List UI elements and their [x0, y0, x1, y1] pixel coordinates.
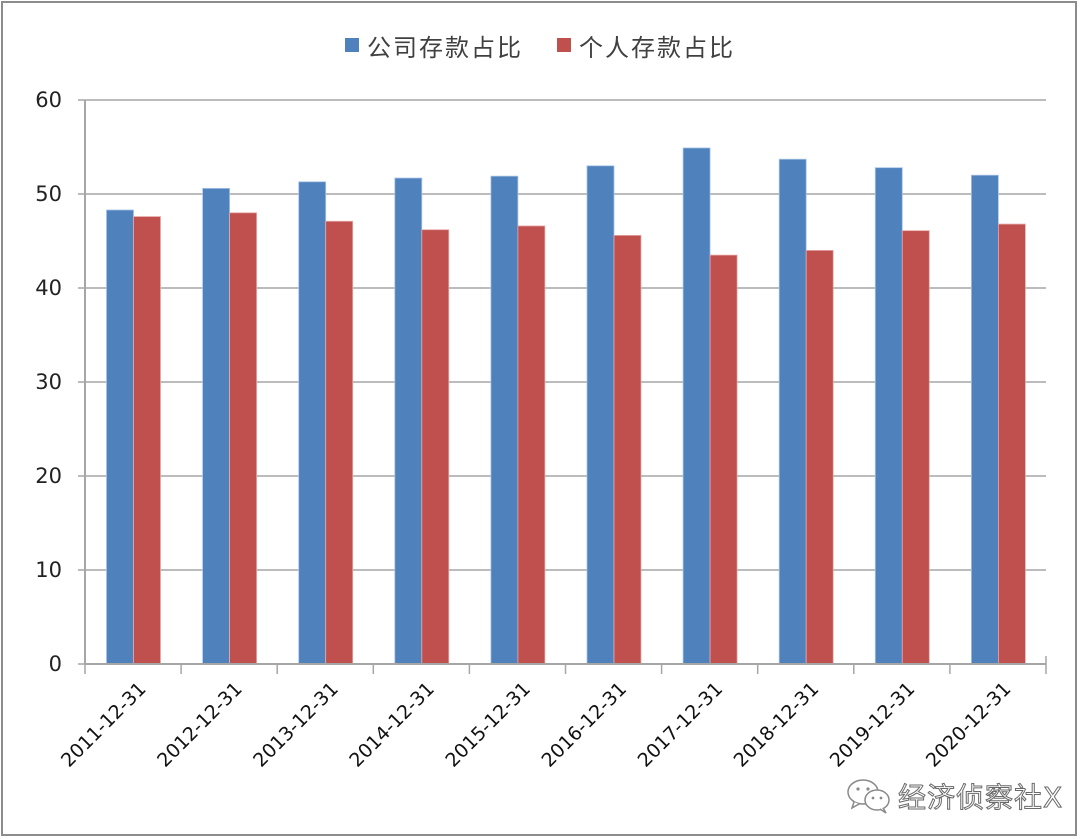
- bar-corporate: [874, 167, 903, 665]
- bar-corporate: [394, 177, 423, 665]
- bar-corporate: [682, 147, 711, 665]
- wechat-icon: [847, 779, 890, 814]
- legend-item-corporate: 公司存款占比: [345, 28, 523, 63]
- bar-personal: [421, 229, 450, 665]
- y-tick-label: 0: [49, 652, 62, 676]
- bar-corporate: [490, 175, 519, 665]
- bars: [106, 147, 1026, 665]
- x-tick-label: 2015-12-31: [441, 678, 535, 772]
- x-axis-ticks: 2011-12-31 2012-12-31 2013-12-31 2014-12-31…: [57, 664, 1047, 772]
- watermark: 经济侦察社X: [846, 776, 1063, 816]
- bar-personal: [325, 220, 354, 665]
- bar-personal: [517, 225, 546, 665]
- x-tick-label: 2018-12-31: [730, 678, 824, 772]
- bar-personal: [133, 216, 161, 665]
- legend-item-personal: 个人存款占比: [557, 28, 735, 63]
- legend-swatch-corporate: [345, 38, 359, 52]
- legend-label-corporate: 公司存款占比: [367, 33, 523, 62]
- watermark-text: 经济侦察社X: [897, 781, 1064, 815]
- bar-personal: [709, 254, 738, 665]
- bar-corporate: [971, 174, 999, 665]
- bar-corporate: [586, 165, 615, 665]
- x-tick-label: 2017-12-31: [634, 678, 728, 772]
- bar-corporate: [106, 209, 134, 665]
- legend-label-personal: 个人存款占比: [579, 33, 735, 62]
- chart-legend: 公司存款占比 个人存款占比: [0, 28, 1080, 62]
- x-tick-label: 2016-12-31: [537, 678, 631, 772]
- bar-corporate: [298, 181, 327, 665]
- y-tick-label: 30: [35, 370, 62, 394]
- bar-corporate: [778, 158, 807, 665]
- bar-personal: [998, 223, 1026, 665]
- y-tick-label: 50: [35, 182, 62, 206]
- x-tick-label: 2012-12-31: [153, 678, 247, 772]
- bar-corporate: [202, 187, 231, 665]
- y-axis-ticks: 0 10 20 30 40 50 60: [35, 88, 85, 676]
- bar-personal: [229, 212, 258, 665]
- x-tick-label: 2013-12-31: [249, 678, 343, 772]
- legend-swatch-personal: [557, 38, 571, 52]
- x-tick-label: 2014-12-31: [345, 678, 439, 772]
- x-tick-label: 2020-12-31: [922, 678, 1016, 772]
- y-tick-label: 20: [35, 464, 62, 488]
- y-tick-label: 40: [35, 276, 62, 300]
- y-tick-label: 10: [35, 558, 62, 582]
- bar-personal: [613, 234, 642, 665]
- bar-personal: [805, 249, 834, 665]
- y-tick-label: 60: [35, 88, 62, 112]
- x-tick-label: 2019-12-31: [826, 678, 920, 772]
- bar-personal: [901, 230, 930, 665]
- x-tick-label: 2011-12-31: [57, 678, 151, 772]
